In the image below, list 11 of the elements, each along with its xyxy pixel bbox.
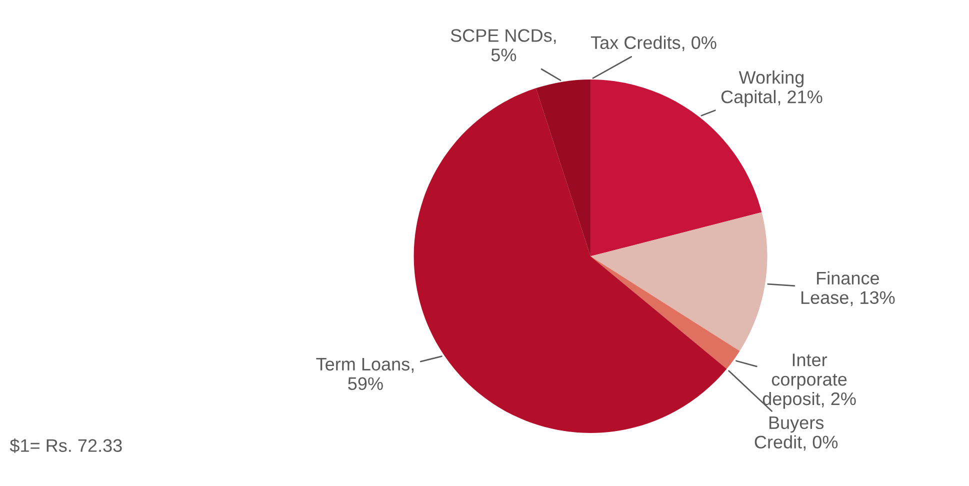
slice-label: SCPE NCDs, 5% (450, 29, 556, 62)
slice-label: Working Capital, 21% (721, 70, 822, 107)
slice-label: Term Loans, 59% (316, 358, 414, 390)
slice-label: Finance Lease, 13% (801, 271, 895, 306)
pie-slice (590, 212, 768, 351)
pie-slice (590, 256, 740, 369)
slice-label: Inter corporate deposit, 2% (762, 354, 856, 409)
legend-label: Buyers Credit, 0% (754, 416, 838, 451)
pie-slice (536, 80, 591, 256)
category-label: Tax Credits, 0% (590, 36, 716, 52)
text: $1= Rs. 72.33 (10, 438, 122, 454)
